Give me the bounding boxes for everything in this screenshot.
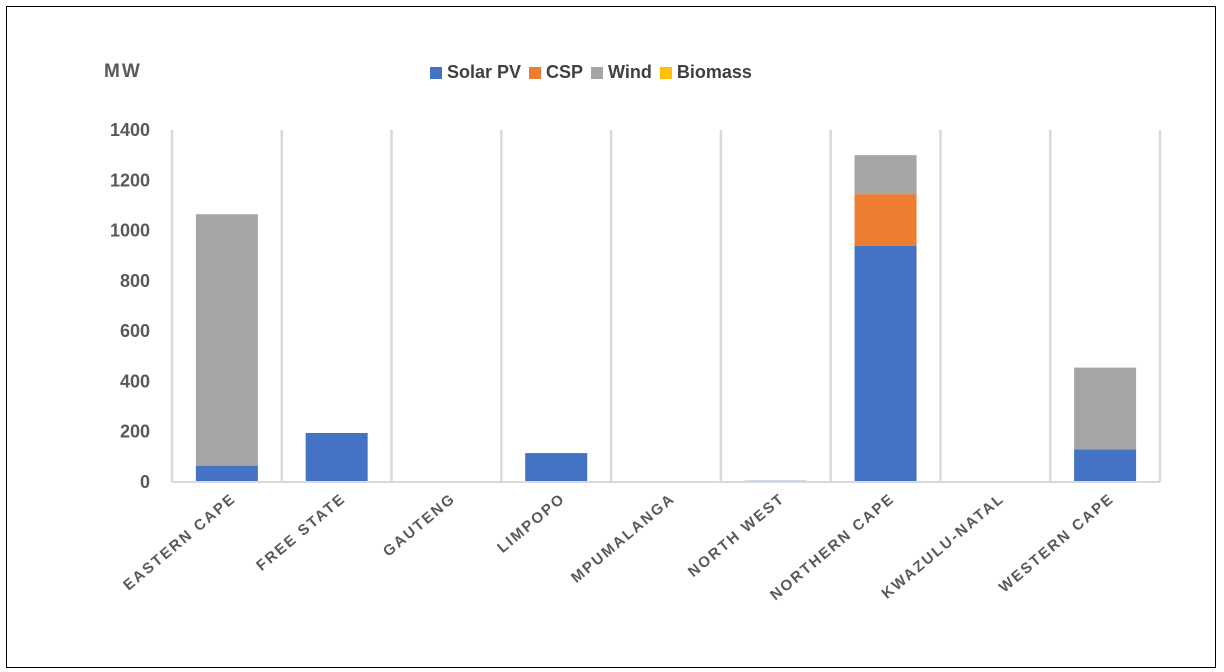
x-category-label: NORTHERN CAPE xyxy=(767,490,898,604)
bar-segment-wind xyxy=(1074,367,1137,450)
bar-segment-solar-pv xyxy=(854,245,917,482)
y-tick-label: 400 xyxy=(120,371,150,391)
legend-label-csp: CSP xyxy=(546,62,584,82)
x-category-label: KWAZULU-NATAL xyxy=(879,490,1008,602)
legend-item-solar-pv: Solar PV xyxy=(430,62,521,83)
legend-item-biomass: Biomass xyxy=(659,62,752,83)
legend: Solar PV CSP Wind Biomass xyxy=(430,62,760,83)
y-tick-label: 1000 xyxy=(110,221,150,241)
bar-segment-solar-pv xyxy=(305,432,368,482)
legend-item-wind: Wind xyxy=(591,62,652,83)
legend-swatch-csp xyxy=(529,66,542,79)
bar-segment-csp xyxy=(854,194,917,246)
legend-item-csp: CSP xyxy=(529,62,583,83)
legend-label-wind: Wind xyxy=(608,62,652,82)
y-axis-unit-label: MW xyxy=(104,61,142,82)
x-category-label: GAUTENG xyxy=(380,490,459,560)
x-category-label: MPUMALANGA xyxy=(568,490,679,587)
x-category-label: LIMPOPO xyxy=(494,490,569,556)
legend-swatch-wind xyxy=(591,66,604,79)
bar-segment-solar-pv xyxy=(525,453,588,482)
y-tick-label: 0 xyxy=(140,472,150,492)
y-tick-label: 600 xyxy=(120,321,150,341)
y-tick-label: 1200 xyxy=(110,170,150,190)
legend-label-solar-pv: Solar PV xyxy=(447,62,522,82)
y-tick-label: 800 xyxy=(120,271,150,291)
x-category-label: WESTERN CAPE xyxy=(996,490,1118,596)
bar-segment-wind xyxy=(854,155,917,195)
x-category-label: FREE STATE xyxy=(253,490,349,574)
x-category-label: NORTH WEST xyxy=(685,490,788,581)
legend-label-biomass: Biomass xyxy=(676,62,752,82)
legend-swatch-solar-pv xyxy=(430,66,442,79)
bar-segment-wind xyxy=(195,214,258,466)
x-category-label: EASTERN CAPE xyxy=(120,490,239,594)
y-tick-label: 200 xyxy=(120,422,150,442)
bar-segment-solar-pv xyxy=(195,465,258,482)
bar-segment-solar-pv xyxy=(1074,449,1137,482)
legend-swatch-biomass xyxy=(659,66,672,79)
y-tick-label: 1400 xyxy=(110,120,150,140)
